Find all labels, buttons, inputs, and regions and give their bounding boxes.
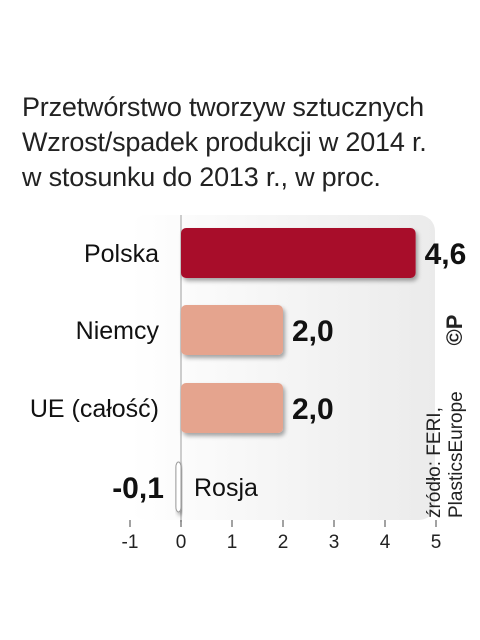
bar-2 bbox=[181, 383, 283, 433]
bar-1 bbox=[181, 305, 283, 355]
title-line-1: Przetwórstwo tworzyw sztucznych bbox=[22, 92, 424, 122]
x-tick-label: 2 bbox=[278, 532, 289, 553]
x-tick-label: 1 bbox=[227, 532, 238, 553]
category-label: Polska bbox=[84, 240, 159, 268]
category-label: UE (całość) bbox=[30, 395, 159, 423]
x-tick-label: 0 bbox=[176, 532, 187, 553]
title-line-2: Wzrost/spadek produkcji w 2014 r. bbox=[22, 127, 427, 157]
value-label: -0,1 bbox=[112, 472, 164, 505]
bar-0 bbox=[181, 228, 416, 278]
copyright-symbol: ©P bbox=[442, 315, 467, 346]
category-label: Rosja bbox=[194, 474, 258, 502]
chart-title: Przetwórstwo tworzyw sztucznych Wzrost/s… bbox=[22, 90, 462, 195]
title-line-3: w stosunku do 2013 r., w proc. bbox=[22, 162, 381, 192]
source-line-1: źródło: FERI, bbox=[424, 407, 445, 518]
value-label: 2,0 bbox=[292, 393, 334, 426]
plot-background bbox=[130, 215, 435, 520]
bar-3 bbox=[175, 461, 182, 513]
category-label: Niemcy bbox=[76, 317, 160, 345]
value-label: 2,0 bbox=[292, 315, 334, 348]
x-tick-label: 3 bbox=[329, 532, 340, 553]
value-label: 4,6 bbox=[425, 238, 467, 271]
x-tick-label: 4 bbox=[380, 532, 391, 553]
x-tick-label: -1 bbox=[122, 532, 139, 553]
x-tick-label: 5 bbox=[431, 532, 442, 553]
source-line-2: PlasticsEurope bbox=[446, 391, 467, 518]
